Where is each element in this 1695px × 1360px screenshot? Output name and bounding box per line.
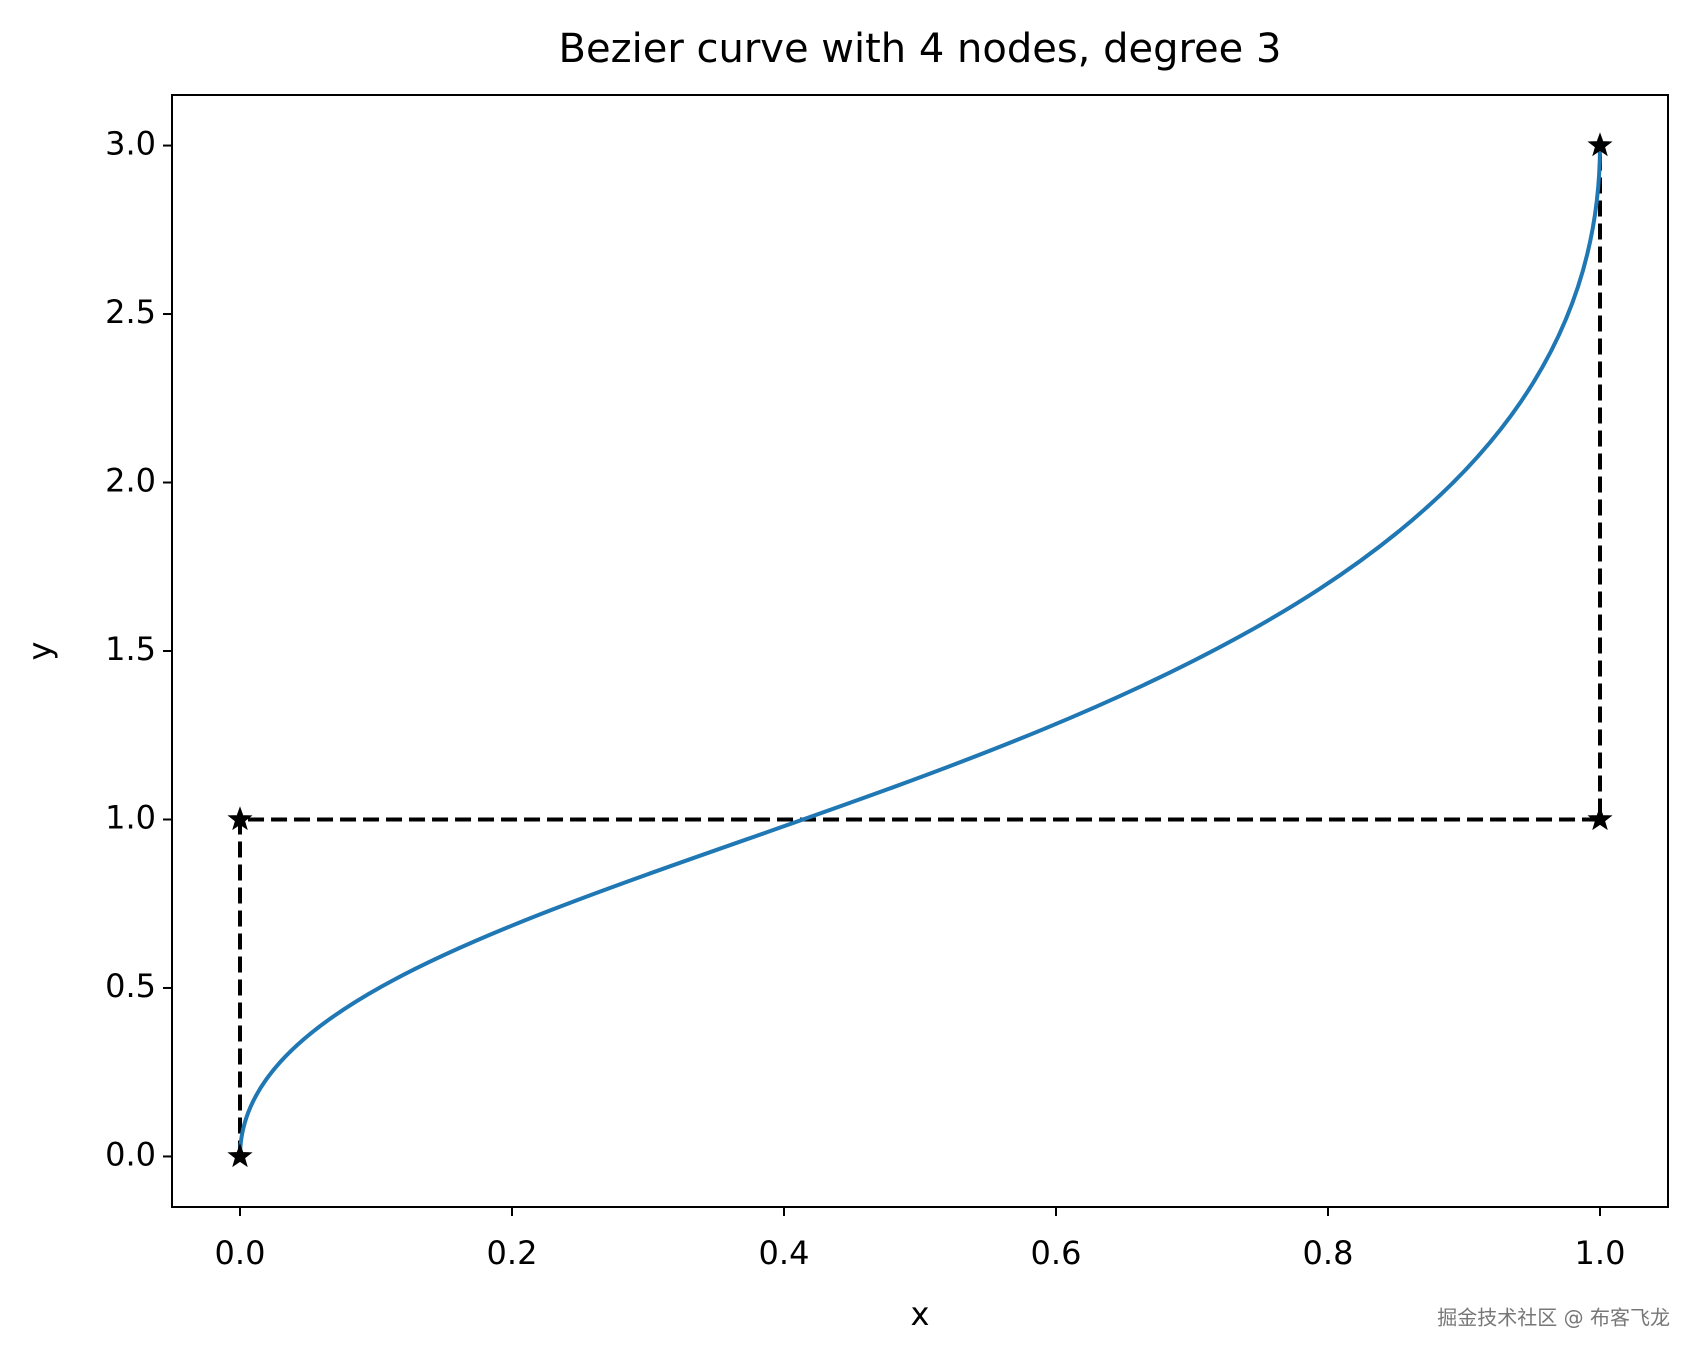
x-tick-label: 0.0 — [215, 1234, 266, 1272]
x-tick-label: 0.6 — [1031, 1234, 1082, 1272]
node-marker — [1587, 132, 1613, 157]
x-tick-label: 0.2 — [487, 1234, 538, 1272]
x-tick-label: 1.0 — [1575, 1234, 1626, 1272]
x-axis-label: x — [911, 1295, 930, 1333]
y-tick-label: 2.0 — [105, 462, 156, 500]
control-polygon — [238, 145, 1602, 1157]
y-tick-label: 0.5 — [105, 967, 156, 1005]
bezier-curve — [238, 145, 1602, 1157]
x-tick-label: 0.4 — [759, 1234, 810, 1272]
y-tick-label: 2.5 — [105, 293, 156, 331]
node-marker — [1587, 806, 1613, 831]
chart-title: Bezier curve with 4 nodes, degree 3 — [559, 26, 1282, 72]
plot-frame — [171, 94, 1669, 1208]
node-marker — [227, 1143, 253, 1168]
node-marker — [227, 806, 253, 831]
y-tick-label: 0.0 — [105, 1135, 156, 1173]
y-tick-label: 3.0 — [105, 125, 156, 163]
y-tick-label: 1.5 — [105, 630, 156, 668]
y-axis-label: y — [21, 642, 59, 661]
x-tick-label: 0.8 — [1303, 1234, 1354, 1272]
y-tick-label: 1.0 — [105, 798, 156, 836]
watermark: 掘金技术社区 @ 布客飞龙 — [1437, 1306, 1670, 1330]
